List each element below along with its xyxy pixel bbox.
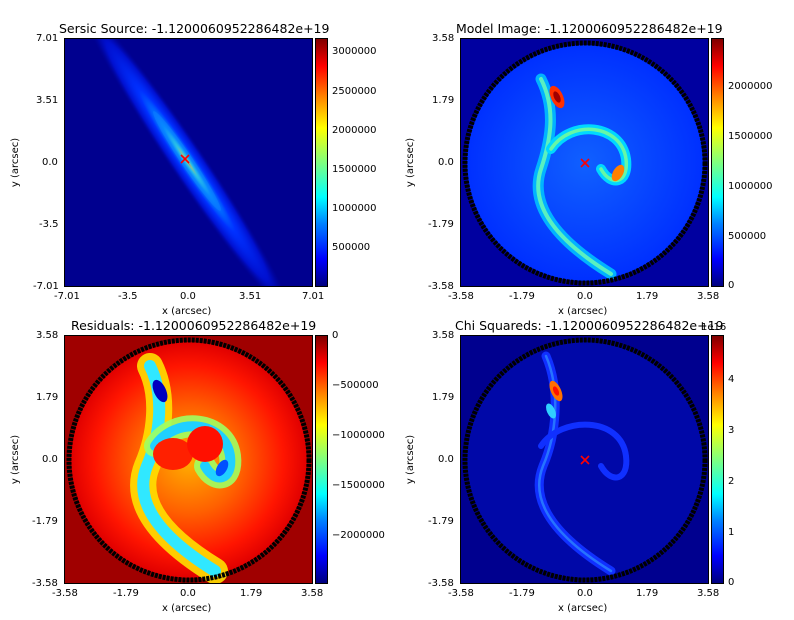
x-tick-label: 0.0	[577, 291, 593, 302]
y-tick-label: -1.79	[428, 516, 454, 527]
y-tick-label: -3.5	[39, 219, 59, 230]
x-tick-label: 3.58	[697, 588, 720, 599]
colorbar	[711, 335, 724, 584]
panel-title: Chi Squareds: -1.1200060952286482e+19	[455, 318, 724, 333]
y-tick-label: -3.58	[428, 578, 454, 589]
y-tick-label: -7.01	[33, 281, 59, 292]
x-axis-label: x (arcsec)	[558, 306, 608, 317]
colorbar-tick-label: 500000	[728, 231, 767, 242]
x-tick-label: 0.0	[577, 588, 593, 599]
colorbar-tick-label: 2	[728, 476, 735, 487]
colorbar-tick-label: 3	[728, 425, 735, 436]
colorbar-tick-label: −1500000	[332, 480, 385, 491]
colorbar	[315, 335, 328, 584]
y-tick-label: -1.79	[32, 516, 58, 527]
y-tick-label: -1.79	[428, 219, 454, 230]
residuals-image	[66, 337, 312, 583]
colorbar-tick-label: 0	[728, 280, 735, 291]
y-tick-label: -3.58	[32, 578, 58, 589]
colorbar-tick-label: 2500000	[332, 86, 377, 97]
y-tick-label: 3.51	[36, 95, 59, 106]
colorbar-tick-label: 1500000	[332, 164, 377, 175]
x-tick-label: -3.58	[52, 588, 78, 599]
x-tick-label: -1.79	[113, 588, 139, 599]
panel-title: Sersic Source: -1.1200060952286482e+19	[59, 21, 330, 36]
y-tick-label: 1.79	[432, 392, 455, 403]
y-axis-label: y (arcsec)	[405, 434, 417, 485]
sersic-source-image	[79, 39, 295, 286]
y-tick-label: 3.58	[432, 33, 455, 44]
y-tick-label: 0.0	[42, 454, 58, 465]
colorbar	[315, 38, 328, 287]
sersic-source-plot	[64, 38, 313, 287]
y-axis-label: y (arcsec)	[10, 137, 22, 188]
source-center-marker	[180, 154, 190, 164]
x-tick-label: -1.79	[509, 291, 535, 302]
x-tick-label: -7.01	[54, 291, 80, 302]
colorbar-tick-label: 1000000	[332, 203, 377, 214]
panel-title: Model Image: -1.1200060952286482e+19	[456, 21, 723, 36]
colorbar-tick-label: 1000000	[728, 181, 773, 192]
x-tick-label: 1.79	[636, 291, 659, 302]
colorbar-tick-label: −1000000	[332, 430, 385, 441]
model-image-plot	[460, 38, 709, 287]
y-tick-label: 0.0	[42, 157, 58, 168]
x-tick-label: 7.01	[302, 291, 325, 302]
colorbar	[711, 38, 724, 287]
x-tick-label: -3.58	[448, 588, 474, 599]
x-tick-label: 1.79	[240, 588, 263, 599]
model-center-marker	[580, 158, 590, 168]
y-tick-label: 1.79	[432, 95, 455, 106]
colorbar-tick-label: 4	[728, 374, 735, 385]
x-tick-label: 1.79	[636, 588, 659, 599]
y-axis-label: y (arcsec)	[405, 137, 417, 188]
colorbar-offset-label: 1e16	[701, 322, 727, 333]
colorbar-tick-label: 1	[728, 527, 735, 538]
colorbar-tick-label: −500000	[332, 380, 379, 391]
chi-squareds-plot	[460, 335, 709, 584]
panel-title: Residuals: -1.1200060952286482e+19	[71, 318, 317, 333]
y-tick-label: 0.0	[438, 454, 454, 465]
y-tick-label: 3.58	[36, 330, 59, 341]
y-tick-label: 3.58	[432, 330, 455, 341]
x-axis-label: x (arcsec)	[162, 603, 212, 614]
x-axis-label: x (arcsec)	[162, 306, 212, 317]
x-tick-label: -3.58	[448, 291, 474, 302]
residuals-plot	[64, 335, 313, 584]
x-tick-label: 3.58	[697, 291, 720, 302]
y-tick-label: 7.01	[36, 33, 59, 44]
colorbar-tick-label: 1500000	[728, 131, 773, 142]
colorbar-tick-label: 500000	[332, 242, 371, 253]
colorbar-tick-label: 0	[728, 577, 735, 588]
colorbar-tick-label: 0	[332, 330, 339, 341]
colorbar-tick-label: 3000000	[332, 46, 377, 57]
y-axis-label: y (arcsec)	[10, 434, 22, 485]
x-tick-label: 3.58	[301, 588, 324, 599]
chi-center-marker	[580, 455, 590, 465]
x-tick-label: 0.0	[180, 588, 196, 599]
model-image	[462, 40, 708, 286]
x-tick-label: -1.79	[509, 588, 535, 599]
x-tick-label: -3.5	[118, 291, 138, 302]
colorbar-tick-label: −2000000	[332, 530, 385, 541]
x-tick-label: 0.0	[180, 291, 196, 302]
colorbar-tick-label: 2000000	[332, 125, 377, 136]
chi-squareds-image	[462, 337, 708, 583]
colorbar-tick-label: 2000000	[728, 81, 773, 92]
y-tick-label: 0.0	[438, 157, 454, 168]
y-tick-label: -3.58	[428, 281, 454, 292]
x-axis-label: x (arcsec)	[558, 603, 608, 614]
y-tick-label: 1.79	[36, 392, 59, 403]
x-tick-label: 3.51	[239, 291, 262, 302]
